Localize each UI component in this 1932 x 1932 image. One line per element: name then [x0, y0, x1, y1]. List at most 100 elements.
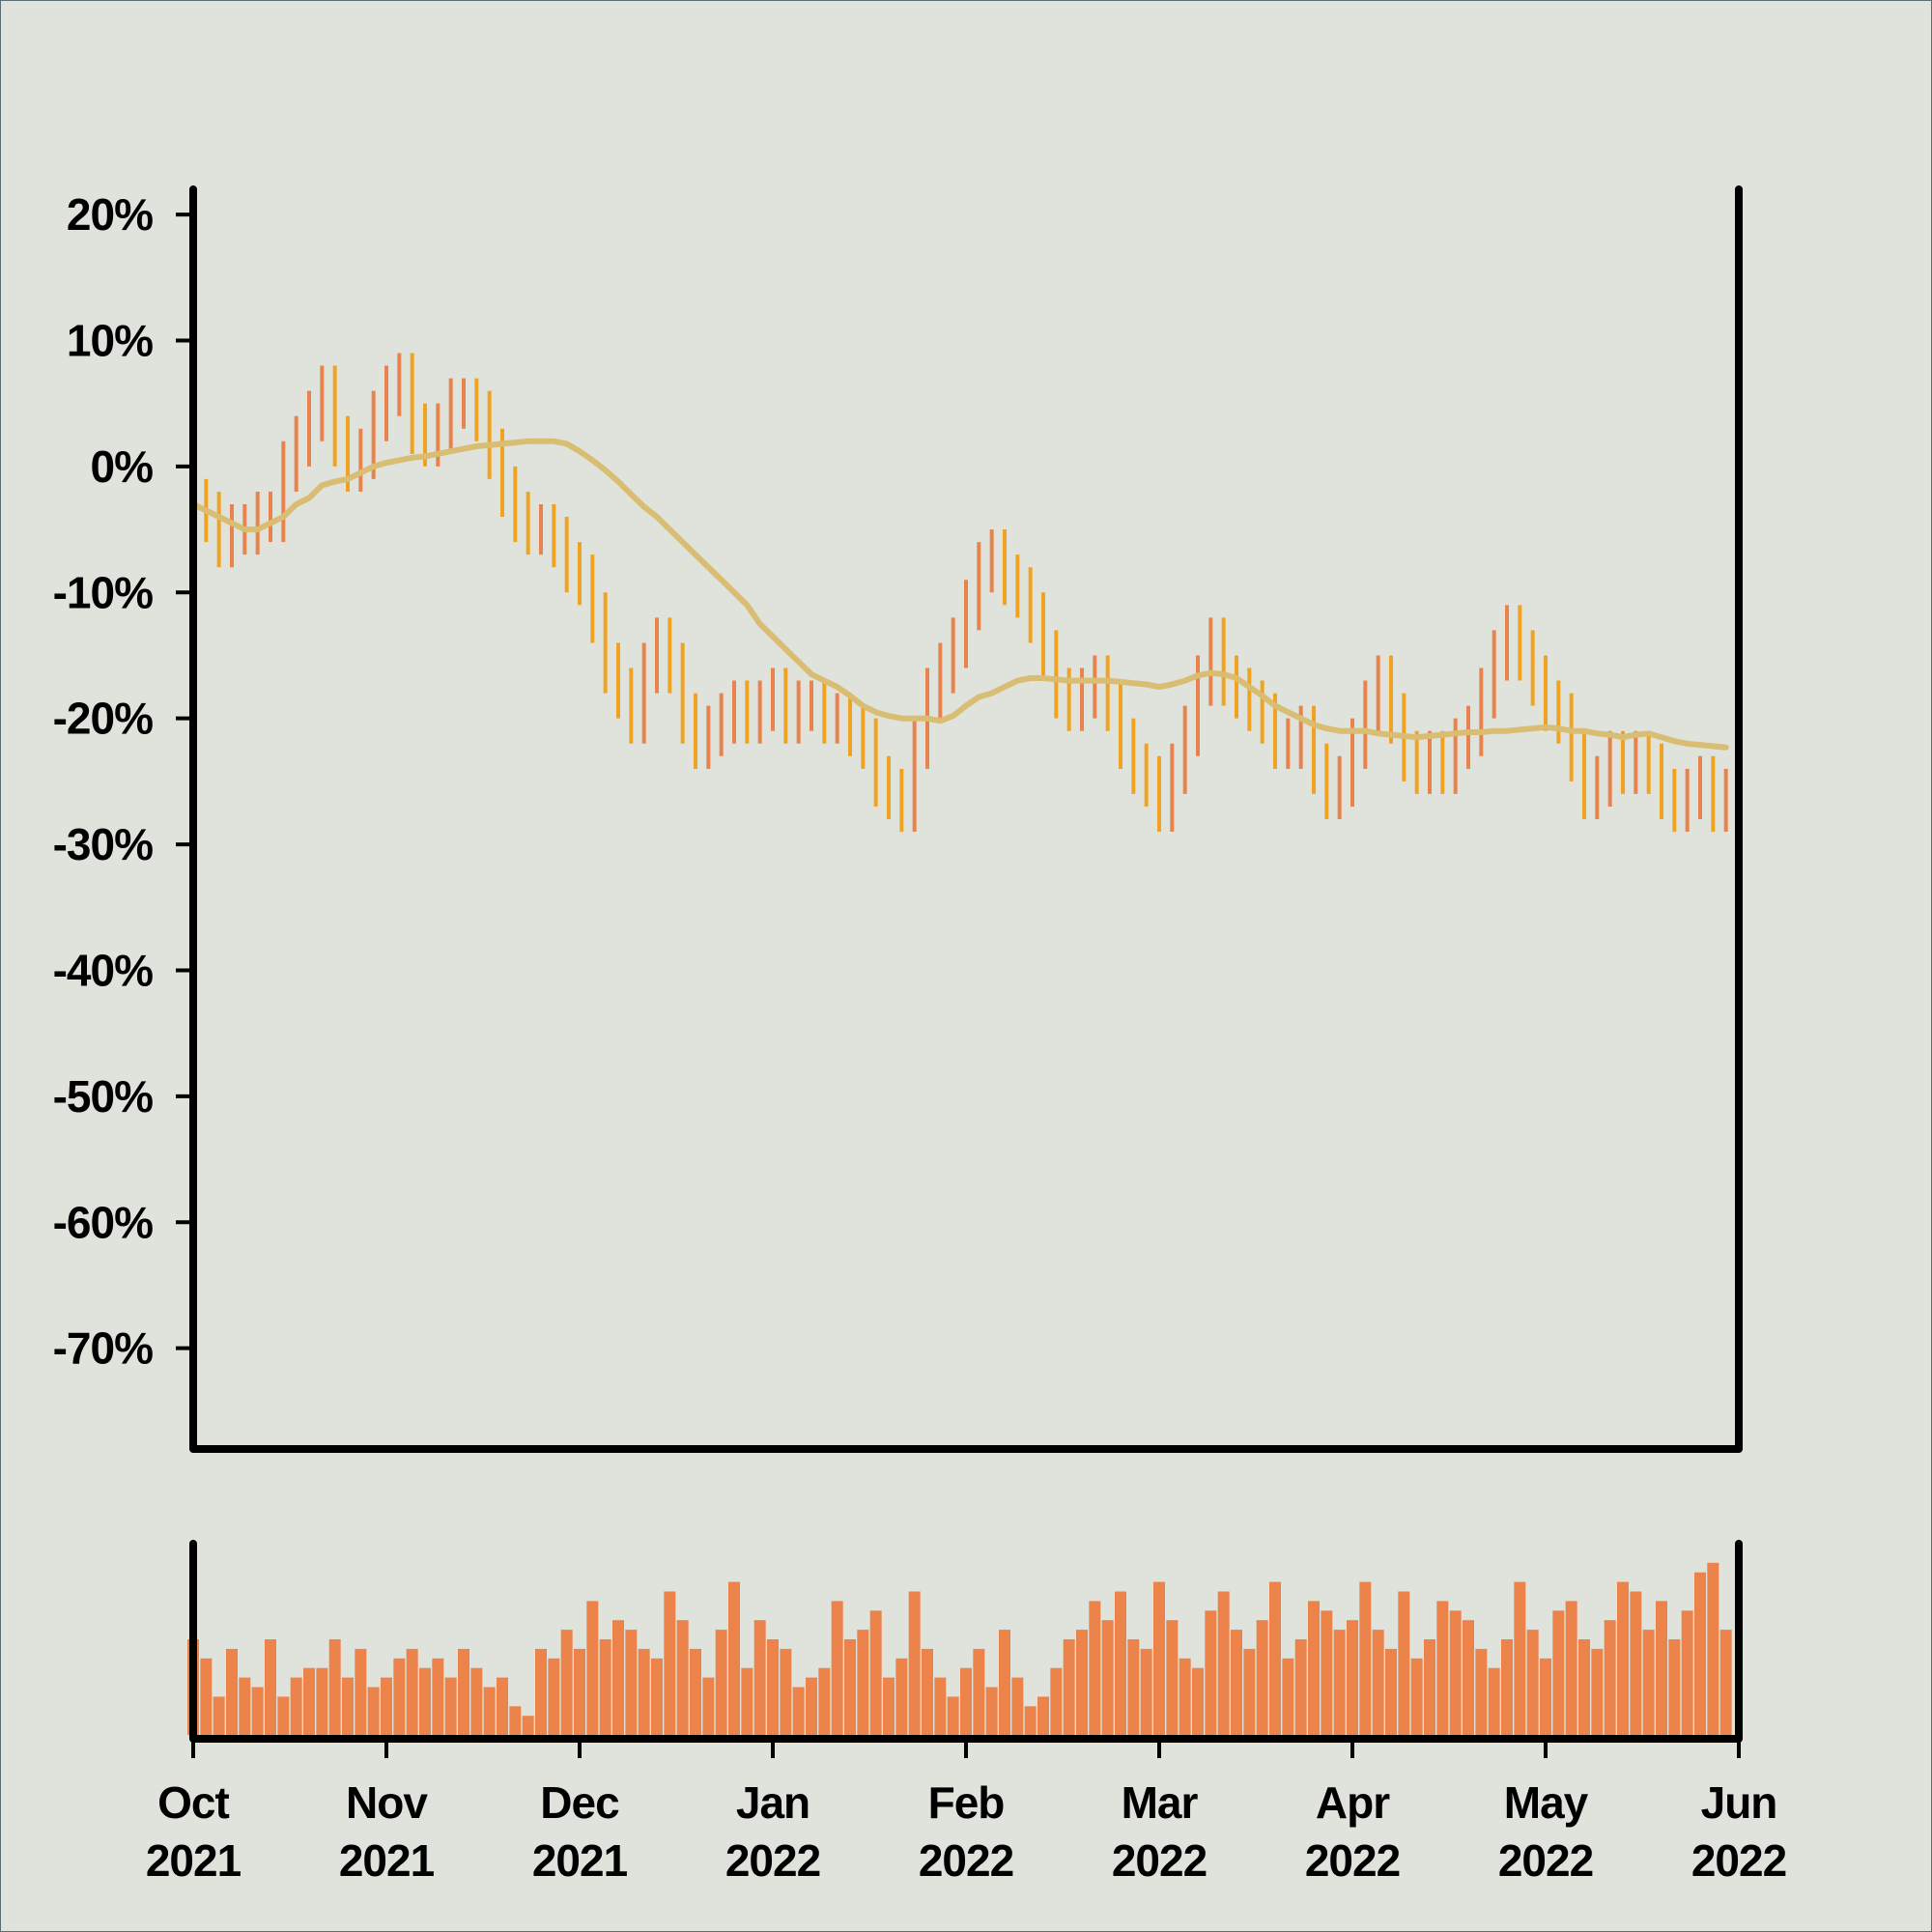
- volume-bar: [1231, 1630, 1242, 1735]
- volume-bar: [883, 1677, 895, 1735]
- volume-bar: [1449, 1610, 1462, 1735]
- volume-bar: [535, 1648, 547, 1735]
- y-tick-label: 20%: [67, 189, 153, 240]
- volume-bar: [367, 1687, 380, 1735]
- axes: 20% 10% 0% -10% -20% -30% -40% -50% -60% -70% Oct 2…: [53, 185, 1787, 1886]
- volume-bar: [444, 1677, 457, 1735]
- volume-bar: [664, 1591, 676, 1735]
- x-tick-label: Apr 2022: [1305, 1777, 1400, 1886]
- x-tick-label: Nov 2021: [339, 1777, 435, 1886]
- volume-bar: [1488, 1667, 1500, 1735]
- volume-bar: [470, 1667, 483, 1735]
- volume-bar: [406, 1648, 418, 1735]
- x-tick-label: Oct 2021: [146, 1777, 242, 1886]
- x-tick-label: Jun 2022: [1691, 1777, 1786, 1886]
- x-tick-label: Jan 2022: [725, 1777, 820, 1886]
- volume-bar: [947, 1696, 959, 1735]
- x-tick-label: Dec 2021: [532, 1777, 628, 1886]
- volume-bar: [1501, 1639, 1513, 1735]
- volume-bar: [1308, 1601, 1320, 1735]
- volume-bar: [960, 1667, 972, 1735]
- volume-bar: [381, 1677, 392, 1735]
- volume-bar: [1604, 1620, 1616, 1735]
- volume-bar: [483, 1687, 496, 1735]
- volume-bar: [702, 1677, 715, 1735]
- volume-bar: [497, 1677, 508, 1735]
- volume-bar: [625, 1630, 638, 1735]
- volume-bar: [1166, 1620, 1179, 1735]
- y-tick-label: -40%: [53, 945, 153, 995]
- volume-bar: [1153, 1581, 1165, 1735]
- volume-bar: [200, 1658, 213, 1735]
- price-frame: [189, 185, 1743, 1453]
- volume-bar: [1694, 1572, 1706, 1735]
- volume-bar: [251, 1687, 264, 1735]
- volume-bar: [509, 1706, 522, 1735]
- volume-bar: [612, 1620, 624, 1735]
- volume-bar: [342, 1677, 354, 1735]
- volume-bar: [1089, 1601, 1101, 1735]
- volume-bar: [277, 1696, 290, 1735]
- volume-bar: [1011, 1677, 1024, 1735]
- volume-bar: [226, 1648, 238, 1735]
- volume-bar: [290, 1677, 302, 1735]
- volume-bar: [767, 1639, 779, 1735]
- volume-bar: [1668, 1639, 1681, 1735]
- volume-bar: [1140, 1648, 1152, 1735]
- volume-bar: [1565, 1601, 1577, 1735]
- volume-bar: [393, 1658, 406, 1735]
- volume-bar: [753, 1620, 766, 1735]
- volume-bar: [780, 1648, 792, 1735]
- volume-bar: [599, 1639, 611, 1735]
- volume-bar: [1359, 1581, 1372, 1735]
- volume-bar: [895, 1658, 908, 1735]
- volume-bar: [869, 1610, 882, 1735]
- volume-bar: [1217, 1591, 1230, 1735]
- volume-bar: [651, 1658, 663, 1735]
- volume-bar: [1347, 1620, 1358, 1735]
- volume-bar: [806, 1677, 817, 1735]
- volume-bar: [1115, 1591, 1126, 1735]
- volume-bar: [922, 1648, 933, 1735]
- plot-area: [187, 353, 1732, 1735]
- volume-bar: [715, 1630, 727, 1735]
- volume-bar: [1256, 1620, 1268, 1735]
- volume-bar: [432, 1658, 444, 1735]
- volume-bar: [1617, 1581, 1629, 1735]
- volume-bar: [1294, 1639, 1307, 1735]
- volume-bar: [328, 1639, 341, 1735]
- volume-bar: [316, 1667, 328, 1735]
- volume-bar: [303, 1667, 315, 1735]
- volume-bar: [1050, 1667, 1063, 1735]
- volume-bar: [1063, 1639, 1075, 1735]
- volume-bar: [1282, 1658, 1294, 1735]
- y-tick-label: -60%: [53, 1197, 153, 1247]
- volume-bar: [690, 1648, 701, 1735]
- volume-bar: [676, 1620, 689, 1735]
- volume-bar: [1424, 1639, 1435, 1735]
- volume-bar: [1372, 1630, 1384, 1735]
- volume-bar: [239, 1677, 251, 1735]
- volume-bar: [1269, 1581, 1281, 1735]
- volume-bar: [1101, 1620, 1114, 1735]
- x-tick-label: Feb 2022: [919, 1777, 1013, 1886]
- volume-bar: [999, 1630, 1010, 1735]
- volume-bar: [1037, 1696, 1049, 1735]
- volume-bar: [522, 1716, 534, 1735]
- volume-bar: [1024, 1706, 1037, 1735]
- volume-bar: [1410, 1658, 1423, 1735]
- y-tick-label: -10%: [53, 567, 153, 617]
- volume-bar: [1475, 1648, 1488, 1735]
- y-tick-label: -50%: [53, 1071, 153, 1122]
- volume-bar: [419, 1667, 431, 1735]
- moving-average: [190, 438, 1729, 751]
- volume-bar: [1333, 1630, 1346, 1735]
- volume-bar: [1179, 1658, 1191, 1735]
- y-tick-label: -30%: [53, 819, 153, 869]
- volume-bar: [265, 1639, 276, 1735]
- volume-bar: [213, 1696, 225, 1735]
- volume-bar: [1436, 1601, 1449, 1735]
- volume-bar: [1243, 1648, 1256, 1735]
- volume-bar: [355, 1648, 367, 1735]
